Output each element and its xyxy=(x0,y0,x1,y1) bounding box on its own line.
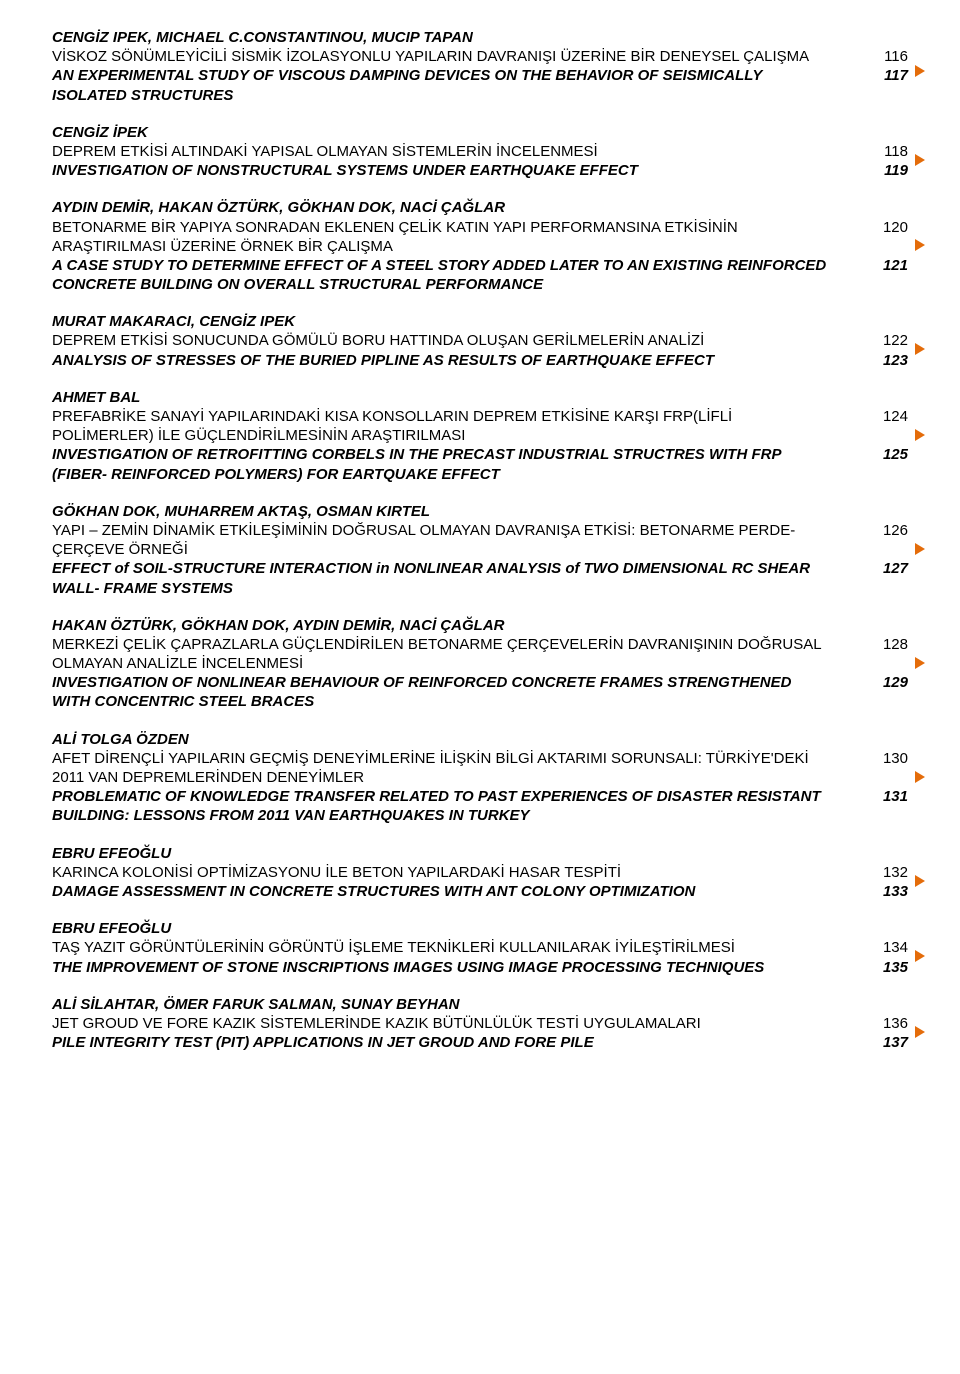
toc-entry: HAKAN ÖZTÜRK, GÖKHAN DOK, AYDIN DEMİR, N… xyxy=(52,616,908,712)
entry-tr-line: DEPREM ETKİSİ ALTINDAKİ YAPISAL OLMAYAN … xyxy=(52,142,908,161)
entry-authors: EBRU EFEOĞLU xyxy=(52,919,908,938)
entry-authors: CENGİZ IPEK, MICHAEL C.CONSTANTINOU, MUC… xyxy=(52,28,908,47)
entry-en-title: ANALYSIS OF STRESSES OF THE BURIED PIPLI… xyxy=(52,351,868,370)
entry-tr-line: BETONARME BİR YAPIYA SONRADAN EKLENEN ÇE… xyxy=(52,218,908,256)
toc-entry: CENGİZ İPEKDEPREM ETKİSİ ALTINDAKİ YAPIS… xyxy=(52,123,908,181)
entry-en-page: 135 xyxy=(868,958,908,977)
entry-tr-title: VİSKOZ SÖNÜMLEYİCİLİ SİSMİK İZOLASYONLU … xyxy=(52,47,868,66)
entry-tr-page: 126 xyxy=(868,521,908,540)
link-arrow-icon[interactable] xyxy=(914,153,932,172)
entry-tr-title: BETONARME BİR YAPIYA SONRADAN EKLENEN ÇE… xyxy=(52,218,868,256)
entry-tr-page: 122 xyxy=(868,331,908,350)
entry-en-line: PROBLEMATIC OF KNOWLEDGE TRANSFER RELATE… xyxy=(52,787,908,825)
entry-tr-line: VİSKOZ SÖNÜMLEYİCİLİ SİSMİK İZOLASYONLU … xyxy=(52,47,908,66)
entry-tr-page: 134 xyxy=(868,938,908,957)
link-arrow-icon[interactable] xyxy=(914,874,932,893)
link-arrow-icon[interactable] xyxy=(914,770,932,789)
entry-authors: MURAT MAKARACI, CENGİZ IPEK xyxy=(52,312,908,331)
link-arrow-icon[interactable] xyxy=(914,656,932,675)
entry-en-page: 137 xyxy=(868,1033,908,1052)
link-arrow-icon[interactable] xyxy=(914,428,932,447)
entry-tr-title: KARINCA KOLONİSİ OPTİMİZASYONU İLE BETON… xyxy=(52,863,868,882)
toc-entry: ALİ SİLAHTAR, ÖMER FARUK SALMAN, SUNAY B… xyxy=(52,995,908,1053)
toc-entry: ALİ TOLGA ÖZDENAFET DİRENÇLİ YAPILARIN G… xyxy=(52,730,908,826)
entry-tr-page: 132 xyxy=(868,863,908,882)
entry-tr-line: KARINCA KOLONİSİ OPTİMİZASYONU İLE BETON… xyxy=(52,863,908,882)
entry-en-page: 117 xyxy=(868,66,908,85)
entry-tr-line: AFET DİRENÇLİ YAPILARIN GEÇMİŞ DENEYİMLE… xyxy=(52,749,908,787)
link-arrow-icon[interactable] xyxy=(914,342,932,361)
entry-tr-line: DEPREM ETKİSİ SONUCUNDA GÖMÜLÜ BORU HATT… xyxy=(52,331,908,350)
entry-tr-page: 136 xyxy=(868,1014,908,1033)
entry-tr-line: PREFABRİKE SANAYİ YAPILARINDAKİ KISA KON… xyxy=(52,407,908,445)
toc-entry: CENGİZ IPEK, MICHAEL C.CONSTANTINOU, MUC… xyxy=(52,28,908,105)
entry-en-line: A CASE STUDY TO DETERMINE EFFECT OF A ST… xyxy=(52,256,908,294)
link-arrow-icon[interactable] xyxy=(914,64,932,83)
entry-authors: EBRU EFEOĞLU xyxy=(52,844,908,863)
entry-tr-page: 128 xyxy=(868,635,908,654)
entry-tr-page: 130 xyxy=(868,749,908,768)
entry-en-line: INVESTIGATION OF NONLINEAR BEHAVIOUR OF … xyxy=(52,673,908,711)
entry-en-page: 127 xyxy=(868,559,908,578)
entry-authors: GÖKHAN DOK, MUHARREM AKTAŞ, OSMAN KIRTEL xyxy=(52,502,908,521)
entry-en-page: 133 xyxy=(868,882,908,901)
entry-authors: AYDIN DEMİR, HAKAN ÖZTÜRK, GÖKHAN DOK, N… xyxy=(52,198,908,217)
entry-tr-title: JET GROUD VE FORE KAZIK SİSTEMLERİNDE KA… xyxy=(52,1014,868,1033)
entry-tr-page: 118 xyxy=(868,142,908,161)
link-arrow-icon[interactable] xyxy=(914,949,932,968)
toc-entry: MURAT MAKARACI, CENGİZ IPEKDEPREM ETKİSİ… xyxy=(52,312,908,370)
toc-entry: EBRU EFEOĞLUTAŞ YAZIT GÖRÜNTÜLERİNİN GÖR… xyxy=(52,919,908,977)
entry-tr-line: YAPI – ZEMİN DİNAMİK ETKİLEŞİMİNİN DOĞRU… xyxy=(52,521,908,559)
entry-en-page: 119 xyxy=(868,161,908,180)
entry-tr-title: YAPI – ZEMİN DİNAMİK ETKİLEŞİMİNİN DOĞRU… xyxy=(52,521,868,559)
entry-authors: AHMET BAL xyxy=(52,388,908,407)
toc-entry: EBRU EFEOĞLUKARINCA KOLONİSİ OPTİMİZASYO… xyxy=(52,844,908,902)
entry-tr-line: JET GROUD VE FORE KAZIK SİSTEMLERİNDE KA… xyxy=(52,1014,908,1033)
entry-en-title: THE IMPROVEMENT OF STONE INSCRIPTIONS IM… xyxy=(52,958,868,977)
link-arrow-icon[interactable] xyxy=(914,238,932,257)
entry-en-page: 125 xyxy=(868,445,908,464)
entry-tr-title: DEPREM ETKİSİ SONUCUNDA GÖMÜLÜ BORU HATT… xyxy=(52,331,868,350)
entry-tr-title: DEPREM ETKİSİ ALTINDAKİ YAPISAL OLMAYAN … xyxy=(52,142,868,161)
entry-authors: ALİ SİLAHTAR, ÖMER FARUK SALMAN, SUNAY B… xyxy=(52,995,908,1014)
entry-en-page: 121 xyxy=(868,256,908,275)
entry-en-line: INVESTIGATION OF NONSTRUCTURAL SYSTEMS U… xyxy=(52,161,908,180)
entry-authors: HAKAN ÖZTÜRK, GÖKHAN DOK, AYDIN DEMİR, N… xyxy=(52,616,908,635)
entry-tr-line: MERKEZİ ÇELİK ÇAPRAZLARLA GÜÇLENDİRİLEN … xyxy=(52,635,908,673)
link-arrow-icon[interactable] xyxy=(914,1025,932,1044)
entry-tr-title: AFET DİRENÇLİ YAPILARIN GEÇMİŞ DENEYİMLE… xyxy=(52,749,868,787)
entry-en-page: 131 xyxy=(868,787,908,806)
entry-en-line: INVESTIGATION OF RETROFITTING CORBELS IN… xyxy=(52,445,908,483)
entry-authors: CENGİZ İPEK xyxy=(52,123,908,142)
entry-tr-title: PREFABRİKE SANAYİ YAPILARINDAKİ KISA KON… xyxy=(52,407,868,445)
entry-en-title: PROBLEMATIC OF KNOWLEDGE TRANSFER RELATE… xyxy=(52,787,868,825)
entry-en-line: PILE INTEGRITY TEST (PIT) APPLICATIONS I… xyxy=(52,1033,908,1052)
entry-tr-page: 120 xyxy=(868,218,908,237)
entry-en-title: DAMAGE ASSESSMENT IN CONCRETE STRUCTURES… xyxy=(52,882,868,901)
entry-en-title: INVESTIGATION OF NONSTRUCTURAL SYSTEMS U… xyxy=(52,161,868,180)
entry-authors: ALİ TOLGA ÖZDEN xyxy=(52,730,908,749)
toc-entry: GÖKHAN DOK, MUHARREM AKTAŞ, OSMAN KIRTEL… xyxy=(52,502,908,598)
entry-en-line: DAMAGE ASSESSMENT IN CONCRETE STRUCTURES… xyxy=(52,882,908,901)
entry-tr-page: 124 xyxy=(868,407,908,426)
entry-en-line: EFFECT of SOIL-STRUCTURE INTERACTION in … xyxy=(52,559,908,597)
entry-en-title: AN EXPERIMENTAL STUDY OF VISCOUS DAMPING… xyxy=(52,66,868,104)
entry-en-title: INVESTIGATION OF RETROFITTING CORBELS IN… xyxy=(52,445,868,483)
entry-en-page: 129 xyxy=(868,673,908,692)
entry-tr-line: TAŞ YAZIT GÖRÜNTÜLERİNİN GÖRÜNTÜ İŞLEME … xyxy=(52,938,908,957)
link-arrow-icon[interactable] xyxy=(914,542,932,561)
entry-en-title: A CASE STUDY TO DETERMINE EFFECT OF A ST… xyxy=(52,256,868,294)
entry-tr-title: MERKEZİ ÇELİK ÇAPRAZLARLA GÜÇLENDİRİLEN … xyxy=(52,635,868,673)
entry-en-line: ANALYSIS OF STRESSES OF THE BURIED PIPLI… xyxy=(52,351,908,370)
entry-en-line: THE IMPROVEMENT OF STONE INSCRIPTIONS IM… xyxy=(52,958,908,977)
entry-en-page: 123 xyxy=(868,351,908,370)
entry-en-title: PILE INTEGRITY TEST (PIT) APPLICATIONS I… xyxy=(52,1033,868,1052)
entry-en-title: INVESTIGATION OF NONLINEAR BEHAVIOUR OF … xyxy=(52,673,868,711)
toc-entry: AHMET BALPREFABRİKE SANAYİ YAPILARINDAKİ… xyxy=(52,388,908,484)
toc-entry: AYDIN DEMİR, HAKAN ÖZTÜRK, GÖKHAN DOK, N… xyxy=(52,198,908,294)
entry-en-title: EFFECT of SOIL-STRUCTURE INTERACTION in … xyxy=(52,559,868,597)
entry-en-line: AN EXPERIMENTAL STUDY OF VISCOUS DAMPING… xyxy=(52,66,908,104)
entry-tr-title: TAŞ YAZIT GÖRÜNTÜLERİNİN GÖRÜNTÜ İŞLEME … xyxy=(52,938,868,957)
entry-tr-page: 116 xyxy=(868,47,908,66)
